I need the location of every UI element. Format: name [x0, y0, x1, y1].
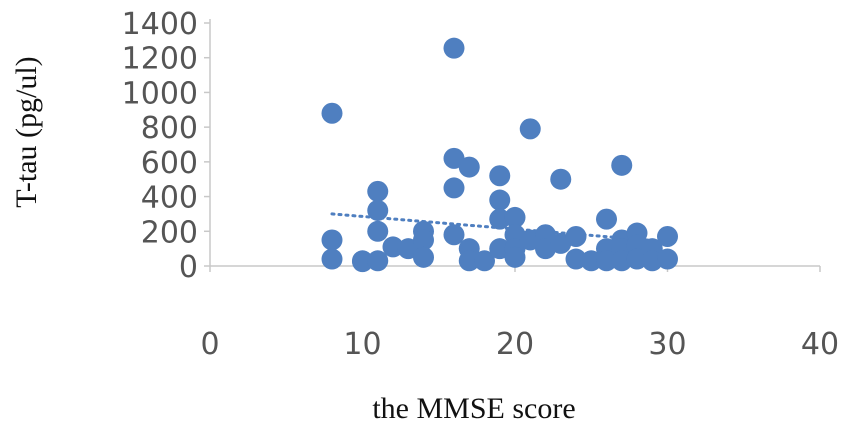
- data-point: [397, 238, 419, 260]
- y-tick-label: 400: [141, 181, 198, 216]
- y-axis-title: T-tau (pg/ul): [10, 56, 43, 207]
- x-tick-label: 10: [343, 327, 381, 362]
- data-point: [611, 250, 633, 272]
- data-point: [596, 250, 617, 272]
- data-point: [321, 229, 343, 251]
- data-point: [413, 246, 434, 268]
- data-point: [367, 250, 389, 272]
- data-point: [641, 250, 663, 272]
- data-point: [489, 189, 511, 211]
- y-tick-label: 0: [179, 250, 198, 285]
- data-point: [611, 154, 633, 176]
- data-point: [458, 156, 480, 178]
- data-point: [657, 248, 678, 270]
- data-point: [443, 224, 465, 246]
- data-points: [321, 37, 678, 273]
- data-point: [352, 251, 373, 273]
- data-point: [443, 177, 465, 199]
- data-point: [474, 250, 495, 272]
- data-point: [580, 250, 602, 272]
- data-point: [626, 248, 648, 270]
- y-tick-label: 200: [141, 215, 198, 250]
- data-point: [321, 248, 343, 270]
- x-tick-label: 20: [496, 327, 534, 362]
- data-point: [367, 220, 389, 242]
- data-point: [519, 118, 541, 140]
- data-point: [489, 208, 511, 230]
- data-point: [565, 248, 587, 270]
- data-point: [565, 225, 587, 247]
- data-point: [458, 250, 480, 272]
- data-point: [489, 238, 511, 260]
- data-point: [321, 102, 343, 124]
- data-point: [382, 236, 404, 258]
- data-point: [367, 180, 389, 202]
- data-point: [657, 225, 678, 247]
- x-tick-label: 0: [200, 327, 219, 362]
- y-tick-label: 1200: [122, 42, 198, 77]
- x-tick-label: 30: [648, 327, 686, 362]
- data-point: [367, 199, 389, 221]
- data-point: [504, 246, 526, 268]
- data-point: [489, 165, 511, 187]
- x-axis-title: the MMSE score: [372, 392, 575, 425]
- data-point: [550, 168, 572, 190]
- y-tick-label: 800: [141, 111, 198, 146]
- y-tick-label: 1000: [122, 76, 198, 111]
- x-tick-label: 40: [801, 327, 839, 362]
- data-point: [596, 208, 617, 230]
- data-point: [413, 229, 434, 251]
- data-point: [443, 147, 465, 169]
- data-point: [443, 37, 465, 59]
- y-tick-label: 600: [141, 146, 198, 181]
- data-point: [504, 206, 526, 228]
- y-tick-label: 1400: [122, 7, 198, 42]
